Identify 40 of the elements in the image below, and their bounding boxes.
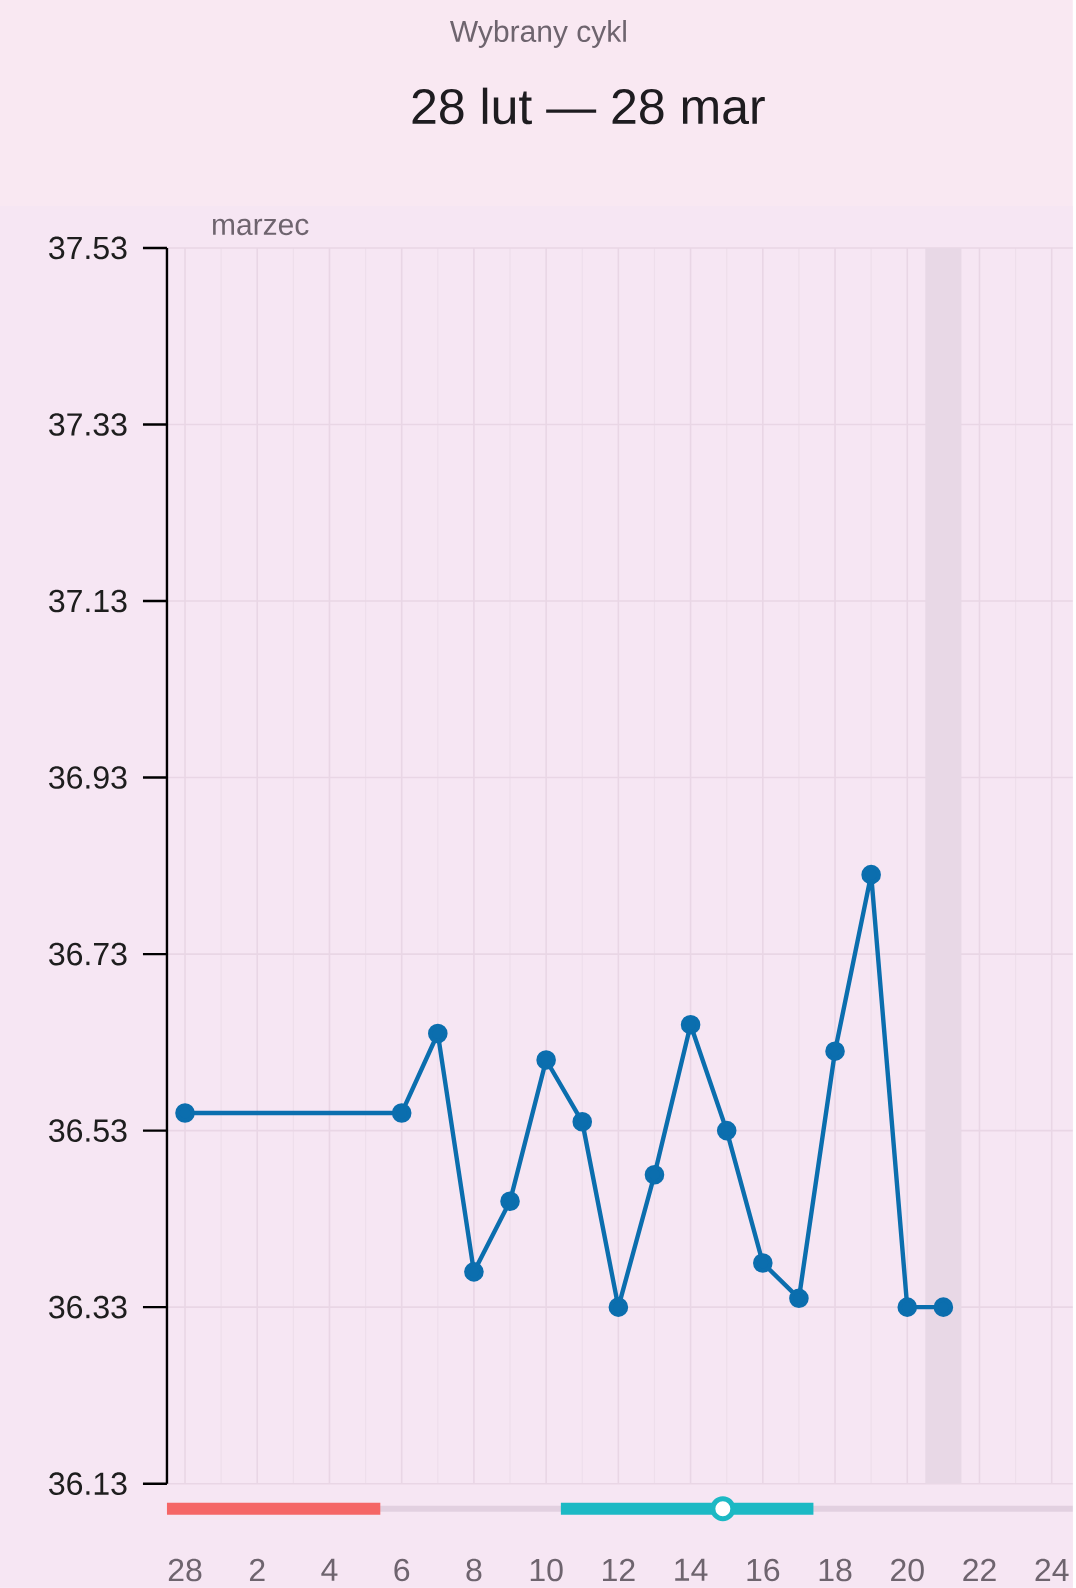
point — [716, 1120, 737, 1141]
point — [644, 1164, 665, 1185]
x-tick-label: 2 — [249, 1558, 265, 1582]
point — [500, 1191, 520, 1212]
point — [572, 1111, 592, 1132]
point — [861, 864, 881, 885]
y-tick-label: 36.53 — [49, 1119, 127, 1142]
y-tick-label: 37.13 — [49, 589, 127, 613]
x-tick-label: 24 — [1035, 1558, 1069, 1582]
point — [536, 1050, 556, 1070]
x-tick-label: 22 — [963, 1558, 996, 1582]
point — [897, 1297, 917, 1317]
point — [789, 1288, 809, 1309]
chart-subtitle: Wybrany cykl — [449, 20, 626, 48]
y-tick-label: 37.33 — [49, 413, 127, 436]
x-tick-label: 4 — [321, 1558, 338, 1581]
x-tick-label: 10 — [530, 1558, 563, 1582]
x-tick-label: 12 — [602, 1558, 635, 1582]
point — [680, 1014, 701, 1035]
point — [391, 1103, 412, 1123]
point — [825, 1041, 845, 1061]
x-tick-label: 14 — [675, 1558, 708, 1581]
chart-title: 28 lut — 28 mar — [412, 87, 765, 125]
x-tick-label: 16 — [747, 1558, 780, 1582]
y-tick-label: 36.13 — [49, 1472, 127, 1496]
x-tick-label: 20 — [891, 1558, 924, 1582]
point — [933, 1297, 954, 1317]
x-tick-label: 6 — [394, 1558, 410, 1582]
x-tick-label: 18 — [819, 1558, 852, 1582]
y-tick-label: 37.53 — [49, 236, 127, 260]
point — [427, 1023, 448, 1044]
y-tick-label: 36.93 — [49, 766, 127, 789]
y-tick-label: 36.73 — [49, 942, 127, 966]
x-tick-label: 8 — [466, 1558, 482, 1582]
point — [464, 1262, 484, 1282]
point — [752, 1253, 773, 1273]
point — [608, 1297, 629, 1317]
y-tick-label: 36.33 — [49, 1295, 127, 1319]
text: marzec — [212, 218, 309, 236]
x-tick-label: 28 — [168, 1558, 202, 1582]
